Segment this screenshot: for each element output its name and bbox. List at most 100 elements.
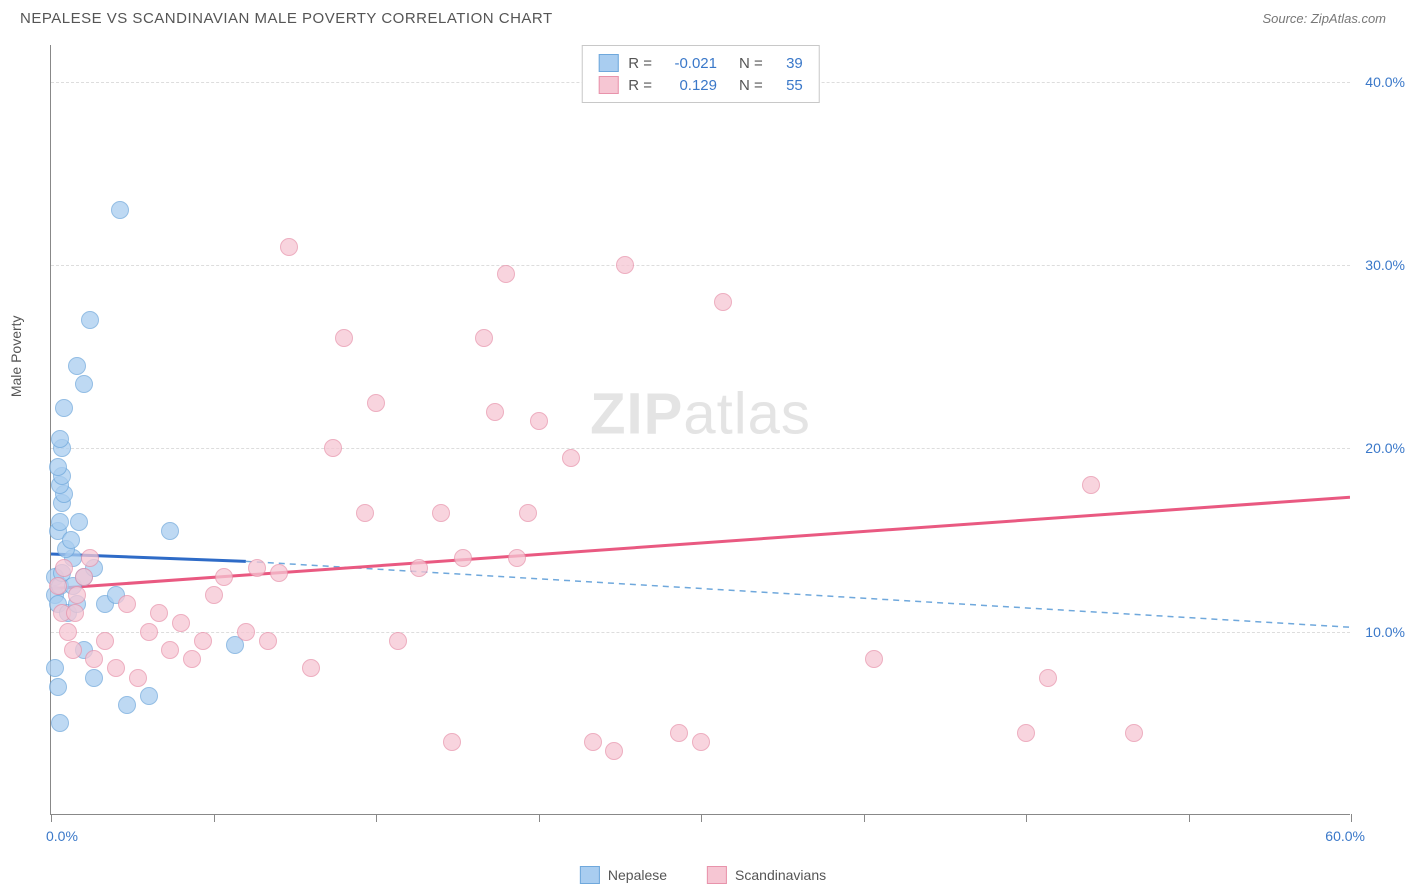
x-tick — [51, 814, 52, 822]
scandinavians-point — [519, 504, 537, 522]
x-tick — [864, 814, 865, 822]
stats-row-scandinavians: R =0.129N =55 — [598, 74, 803, 96]
scandinavians-point — [270, 564, 288, 582]
nepalese-point — [140, 687, 158, 705]
scandinavians-point — [205, 586, 223, 604]
legend-swatch-icon — [707, 866, 727, 884]
plot-area: ZIPatlas 10.0%20.0%30.0%40.0% — [51, 45, 1350, 814]
scandinavians-point — [55, 559, 73, 577]
nepalese-point — [51, 430, 69, 448]
nepalese-point — [111, 201, 129, 219]
scandinavians-point — [68, 586, 86, 604]
scandinavians-point — [324, 439, 342, 457]
scandinavians-point — [410, 559, 428, 577]
scandinavians-point — [584, 733, 602, 751]
nepalese-point — [75, 375, 93, 393]
scandinavians-point — [1125, 724, 1143, 742]
scandinavians-point — [280, 238, 298, 256]
scandinavians-point — [1082, 476, 1100, 494]
r-label: R = — [628, 55, 652, 72]
scandinavians-point — [335, 329, 353, 347]
scandinavians-point — [508, 549, 526, 567]
x-tick — [376, 814, 377, 822]
scandinavians-point — [194, 632, 212, 650]
nepalese-point — [51, 513, 69, 531]
scandinavians-point — [865, 650, 883, 668]
legend-label: Scandinavians — [735, 867, 826, 883]
nepalese-point — [62, 531, 80, 549]
legend-item: Nepalese — [580, 866, 667, 884]
watermark-bold: ZIP — [590, 382, 683, 447]
x-axis-max-label: 60.0% — [1325, 828, 1365, 844]
scandinavians-point — [96, 632, 114, 650]
r-value: 0.129 — [662, 77, 717, 94]
x-tick — [214, 814, 215, 822]
scandinavians-point — [49, 577, 67, 595]
nepalese-point — [70, 513, 88, 531]
legend-label: Nepalese — [608, 867, 667, 883]
y-tick-label: 20.0% — [1365, 440, 1405, 456]
scandinavians-point — [616, 256, 634, 274]
n-label: N = — [739, 77, 763, 94]
scandinavians-point — [1039, 669, 1057, 687]
watermark-light: atlas — [683, 382, 811, 447]
scandinavians-point — [161, 641, 179, 659]
scandinavians-point — [714, 293, 732, 311]
scandinavians-point — [497, 265, 515, 283]
scandinavians-point — [1017, 724, 1035, 742]
scandinavians-point — [150, 604, 168, 622]
nepalese-point — [118, 696, 136, 714]
legend-item: Scandinavians — [707, 866, 826, 884]
scandinavians-point — [475, 329, 493, 347]
scandinavians-point — [530, 412, 548, 430]
n-value: 55 — [773, 77, 803, 94]
nepalese-point — [81, 311, 99, 329]
x-tick — [1026, 814, 1027, 822]
legend-swatch-icon — [580, 866, 600, 884]
nepalese-point — [46, 659, 64, 677]
scandinavians-point — [443, 733, 461, 751]
r-value: -0.021 — [662, 55, 717, 72]
nepalese-point — [49, 458, 67, 476]
scandinavians-point — [107, 659, 125, 677]
y-gridline — [51, 265, 1350, 266]
nepalese-point — [49, 678, 67, 696]
nepalese-point — [161, 522, 179, 540]
chart-title: NEPALESE VS SCANDINAVIAN MALE POVERTY CO… — [20, 10, 553, 27]
scandinavians-point — [367, 394, 385, 412]
scandinavians-point — [64, 641, 82, 659]
scandinavians-point — [129, 669, 147, 687]
scandinavians-point — [605, 742, 623, 760]
y-axis-label: Male Poverty — [8, 315, 24, 397]
scandinavians-point — [66, 604, 84, 622]
scandinavians-point — [237, 623, 255, 641]
scandinavians-point — [59, 623, 77, 641]
scandinavians-point — [389, 632, 407, 650]
scandinavians-point — [81, 549, 99, 567]
scandinavians-point — [670, 724, 688, 742]
n-label: N = — [739, 55, 763, 72]
stats-row-nepalese: R =-0.021N =39 — [598, 52, 803, 74]
x-axis-min-label: 0.0% — [46, 828, 78, 844]
scandinavians-point — [183, 650, 201, 668]
scandinavians-point — [562, 449, 580, 467]
x-tick — [1351, 814, 1352, 822]
bottom-legend: Nepalese Scandinavians — [580, 866, 826, 884]
scandinavians-point — [692, 733, 710, 751]
scandinavians-point — [75, 568, 93, 586]
scandinavians-swatch-icon — [598, 76, 618, 94]
scandinavians-point — [302, 659, 320, 677]
nepalese-point — [55, 399, 73, 417]
nepalese-point — [85, 669, 103, 687]
scandinavians-point — [118, 595, 136, 613]
nepalese-point — [51, 714, 69, 732]
y-tick-label: 30.0% — [1365, 257, 1405, 273]
trend-lines-svg — [51, 45, 1350, 814]
chart-header: NEPALESE VS SCANDINAVIAN MALE POVERTY CO… — [0, 0, 1406, 27]
nepalese-swatch-icon — [598, 54, 618, 72]
scandinavians-point — [259, 632, 277, 650]
scandinavians-point — [454, 549, 472, 567]
y-tick-label: 40.0% — [1365, 74, 1405, 90]
scandinavians-point — [356, 504, 374, 522]
nepalese-point — [68, 357, 86, 375]
